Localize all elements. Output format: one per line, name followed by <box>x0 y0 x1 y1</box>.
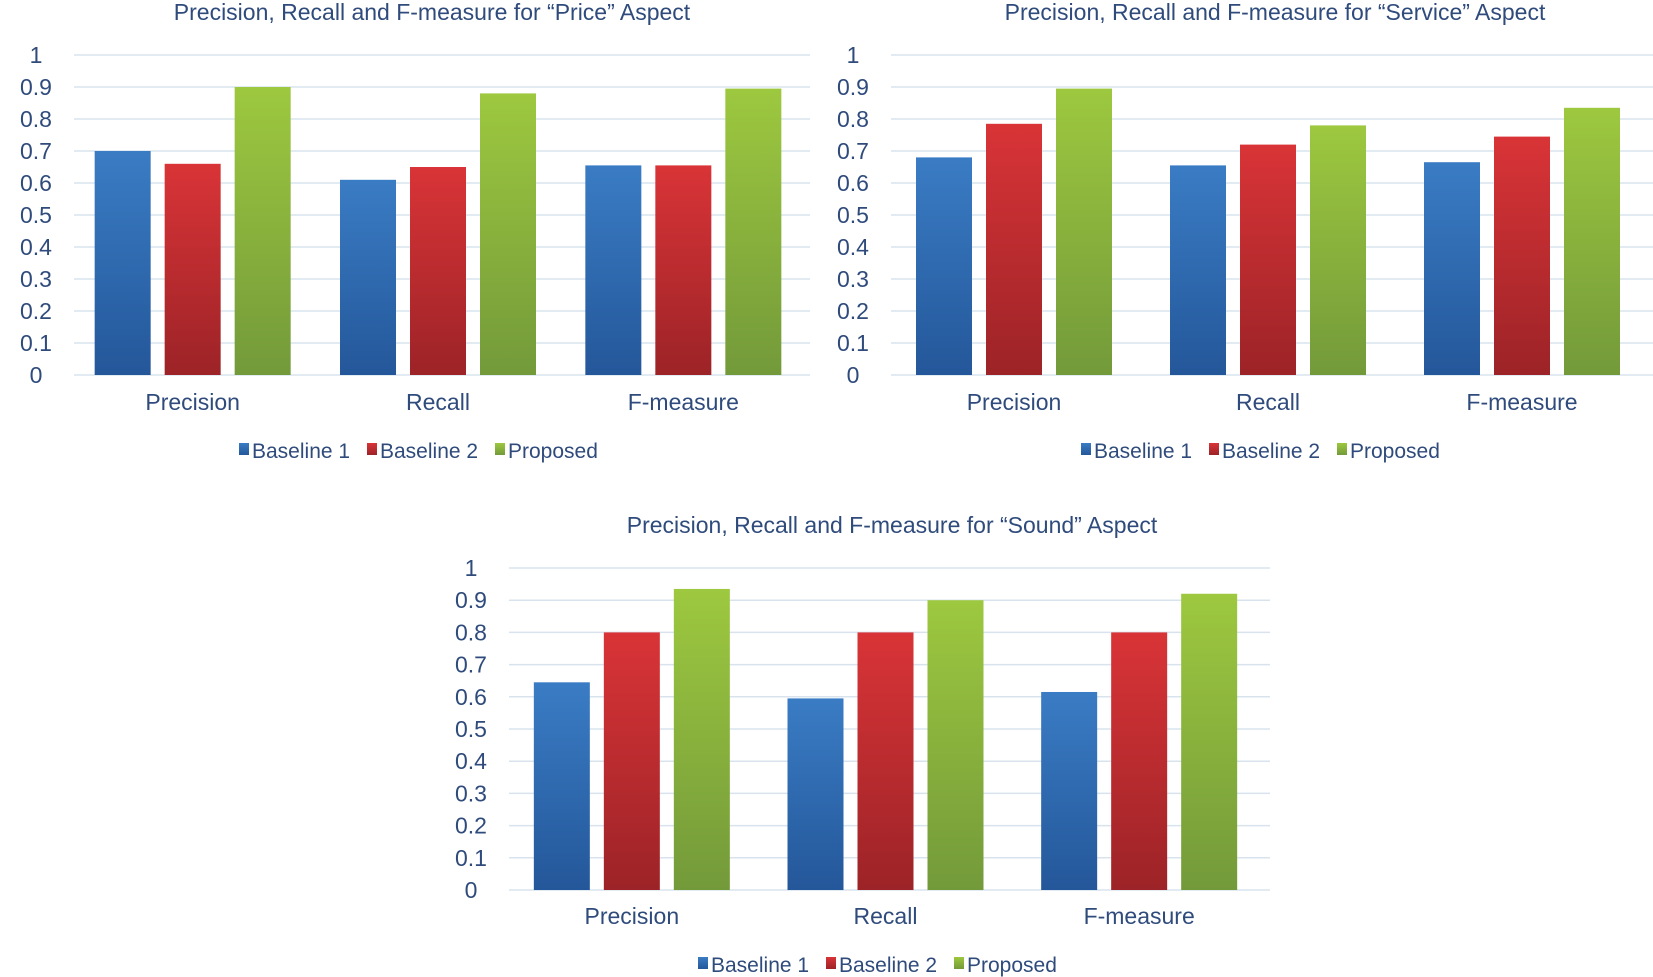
x-category-label: Precision <box>967 389 1062 415</box>
y-tick-label: 1 <box>847 42 860 68</box>
y-tick-label: 0.8 <box>455 619 487 645</box>
bar-baseline-1-f-measure <box>1424 162 1480 375</box>
y-tick-label: 0.8 <box>20 106 52 132</box>
y-tick-label: 0.5 <box>20 202 52 228</box>
legend-label: Baseline 1 <box>711 954 809 977</box>
y-tick-label: 0.1 <box>455 845 487 871</box>
legend-swatch <box>698 957 708 969</box>
chart-panel-2: Precision, Recall and F-measure for “Sou… <box>455 512 1270 977</box>
y-tick-label: 0.7 <box>455 652 487 678</box>
y-tick-label: 0.9 <box>837 74 869 100</box>
legend: Baseline 1 Baseline 2 Proposed <box>1081 440 1440 463</box>
bar-baseline-2-precision <box>164 163 221 375</box>
y-tick-label: 0.3 <box>837 266 869 292</box>
bar-baseline-2-f-measure <box>1494 136 1550 375</box>
y-tick-label: 0.2 <box>837 298 869 324</box>
legend-label: Baseline 2 <box>380 440 478 463</box>
chart-title: Precision, Recall and F-measure for “Pri… <box>174 0 691 25</box>
x-category-label: Recall <box>1236 389 1300 415</box>
y-tick-label: 0 <box>30 362 43 388</box>
bar-proposed-precision <box>1056 88 1112 375</box>
y-tick-label: 0.7 <box>20 138 52 164</box>
bar-baseline-1-precision <box>94 151 151 375</box>
y-tick-label: 0 <box>465 877 478 903</box>
bar-baseline-2-f-measure <box>655 165 712 375</box>
legend-swatch <box>826 957 836 969</box>
chart-panel-1: Precision, Recall and F-measure for “Ser… <box>837 0 1653 463</box>
chart-title: Precision, Recall and F-measure for “Sou… <box>627 512 1158 538</box>
bar-proposed-f-measure <box>1181 593 1238 890</box>
bar-baseline-1-precision <box>916 157 972 375</box>
y-tick-label: 1 <box>30 42 43 68</box>
legend-swatch <box>495 443 505 455</box>
x-category-label: F-measure <box>1466 389 1577 415</box>
bar-baseline-2-precision <box>603 632 660 890</box>
bar-proposed-precision <box>234 87 291 375</box>
bar-baseline-2-recall <box>857 632 914 890</box>
y-tick-label: 0.8 <box>837 106 869 132</box>
chart-panel-0: Precision, Recall and F-measure for “Pri… <box>20 0 810 463</box>
y-tick-label: 0.3 <box>455 780 487 806</box>
bar-baseline-1-recall <box>340 179 396 375</box>
y-tick-label: 0.6 <box>20 170 52 196</box>
y-tick-label: 0.2 <box>455 813 487 839</box>
y-tick-label: 0.4 <box>455 748 487 774</box>
bar-baseline-2-recall <box>410 167 466 375</box>
x-category-label: F-measure <box>628 389 739 415</box>
y-tick-label: 0.4 <box>20 234 52 260</box>
y-tick-label: 0.5 <box>455 716 487 742</box>
y-tick-label: 0.1 <box>837 330 869 356</box>
legend-swatch <box>954 957 964 969</box>
y-tick-label: 0.6 <box>837 170 869 196</box>
x-category-label: F-measure <box>1084 903 1195 929</box>
y-tick-label: 0.9 <box>20 74 52 100</box>
legend-swatch <box>239 443 249 455</box>
y-tick-label: 0.9 <box>455 587 487 613</box>
bar-baseline-2-recall <box>1240 144 1296 375</box>
legend-label: Baseline 2 <box>839 954 937 977</box>
chart-title: Precision, Recall and F-measure for “Ser… <box>1005 0 1546 25</box>
legend-swatch <box>1337 443 1347 455</box>
y-tick-label: 0.1 <box>20 330 52 356</box>
legend-label: Baseline 2 <box>1222 440 1320 463</box>
x-category-label: Recall <box>854 903 918 929</box>
legend-swatch <box>1081 443 1091 455</box>
bar-baseline-1-f-measure <box>1041 691 1098 890</box>
legend-swatch <box>1209 443 1219 455</box>
y-tick-label: 0.3 <box>20 266 52 292</box>
x-category-label: Recall <box>406 389 470 415</box>
bar-proposed-f-measure <box>725 88 782 375</box>
legend: Baseline 1 Baseline 2 Proposed <box>239 440 598 463</box>
x-category-label: Precision <box>585 903 680 929</box>
y-tick-label: 0.4 <box>837 234 869 260</box>
bar-baseline-1-recall <box>787 698 844 890</box>
y-tick-label: 0.7 <box>837 138 869 164</box>
legend-label: Proposed <box>508 440 598 463</box>
legend-label: Proposed <box>967 954 1057 977</box>
bar-baseline-1-precision <box>533 682 590 890</box>
bar-proposed-precision <box>673 588 730 890</box>
bar-baseline-1-f-measure <box>585 165 642 375</box>
legend-swatch <box>367 443 377 455</box>
bar-baseline-2-precision <box>986 123 1042 375</box>
y-tick-label: 0.5 <box>837 202 869 228</box>
bar-baseline-2-f-measure <box>1111 632 1168 890</box>
bar-baseline-1-recall <box>1170 165 1226 375</box>
legend-label: Baseline 1 <box>252 440 350 463</box>
legend-label: Baseline 1 <box>1094 440 1192 463</box>
x-category-label: Precision <box>145 389 240 415</box>
y-tick-label: 1 <box>465 555 478 581</box>
legend-label: Proposed <box>1350 440 1440 463</box>
y-tick-label: 0.6 <box>455 684 487 710</box>
bar-proposed-recall <box>927 600 984 890</box>
bar-proposed-recall <box>1310 125 1366 376</box>
legend: Baseline 1 Baseline 2 Proposed <box>698 954 1057 977</box>
bar-proposed-f-measure <box>1564 107 1620 376</box>
y-tick-label: 0.2 <box>20 298 52 324</box>
y-tick-label: 0 <box>847 362 860 388</box>
bar-proposed-recall <box>480 93 536 376</box>
